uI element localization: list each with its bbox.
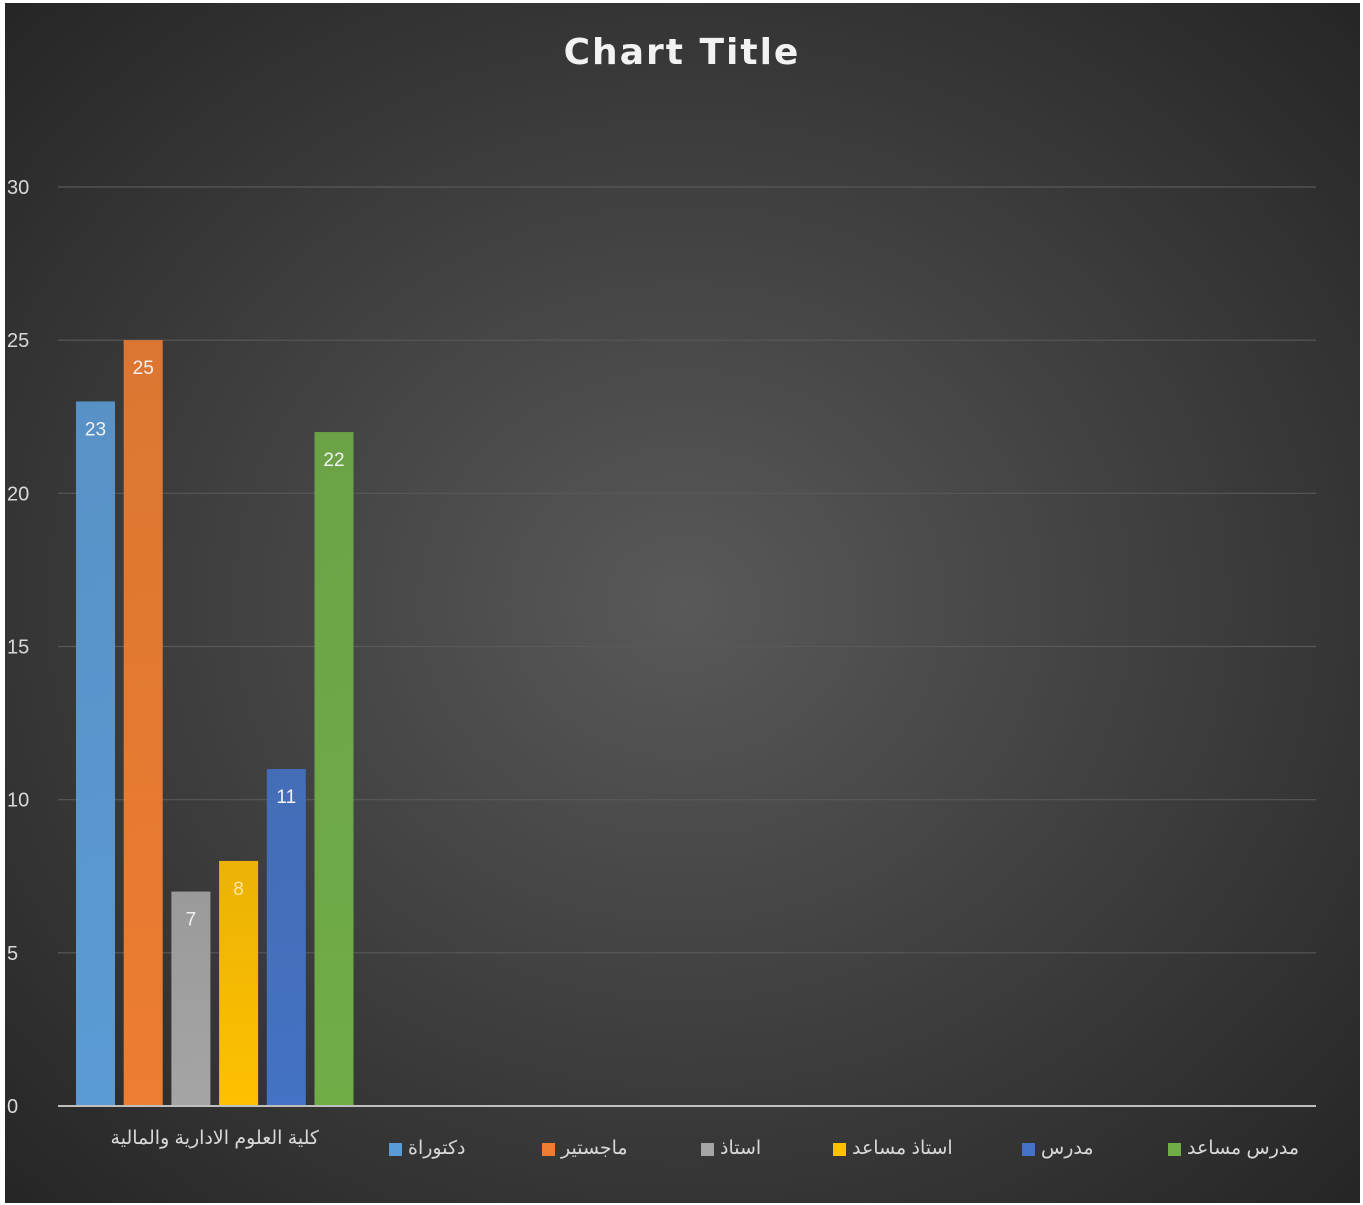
bar (76, 401, 115, 1106)
bar (123, 340, 163, 1107)
legend-label: استاذ (720, 1138, 761, 1159)
category-label: كلية العلوم الادارية والمالية (111, 1128, 320, 1149)
chart-svg: Chart Title 0 5 10 15 20 25 30 23 25 7 8 11 22 كلية… (5, 3, 1360, 1203)
data-label: 7 (186, 910, 197, 931)
y-tick-label: 15 (7, 637, 29, 659)
legend-swatch (701, 1143, 714, 1156)
legend-label: ماجستير (560, 1138, 628, 1159)
data-labels: 23 25 7 8 11 22 (85, 358, 345, 930)
y-tick-label: 10 (7, 790, 29, 812)
legend-swatch (1022, 1143, 1035, 1156)
chart-title: Chart Title (564, 32, 801, 73)
legend-label: مدرس (1041, 1138, 1094, 1159)
bar (171, 891, 211, 1106)
legend-label: مدرس مساعد (1187, 1138, 1299, 1159)
legend: دكتوراة ماجستير استاذ استاذ مساعد مدرس مدرس م… (389, 1138, 1299, 1159)
legend-swatch (542, 1143, 555, 1156)
data-label: 11 (276, 787, 296, 808)
y-tick-label: 0 (7, 1096, 18, 1118)
bars (76, 340, 354, 1107)
bar (219, 860, 259, 1106)
bar (314, 432, 354, 1107)
bar (266, 769, 306, 1106)
legend-label: استاذ مساعد (852, 1138, 953, 1159)
chart-container: Chart Title 0 5 10 15 20 25 30 23 25 7 8 11 22 كلية… (5, 3, 1360, 1203)
data-label: 23 (85, 419, 106, 440)
data-label: 22 (323, 450, 344, 471)
legend-swatch (389, 1143, 402, 1156)
y-tick-label: 5 (7, 943, 18, 965)
y-axis-ticks: 0 5 10 15 20 25 30 (7, 177, 29, 1118)
legend-label: دكتوراة (408, 1138, 465, 1159)
data-label: 25 (133, 358, 154, 379)
y-tick-label: 25 (7, 330, 29, 352)
y-tick-label: 30 (7, 177, 29, 199)
data-label: 8 (233, 879, 244, 900)
y-tick-label: 20 (7, 483, 29, 505)
x-axis: كلية العلوم الادارية والمالية (58, 1105, 1316, 1149)
legend-swatch (1168, 1143, 1181, 1156)
legend-swatch (833, 1143, 846, 1156)
